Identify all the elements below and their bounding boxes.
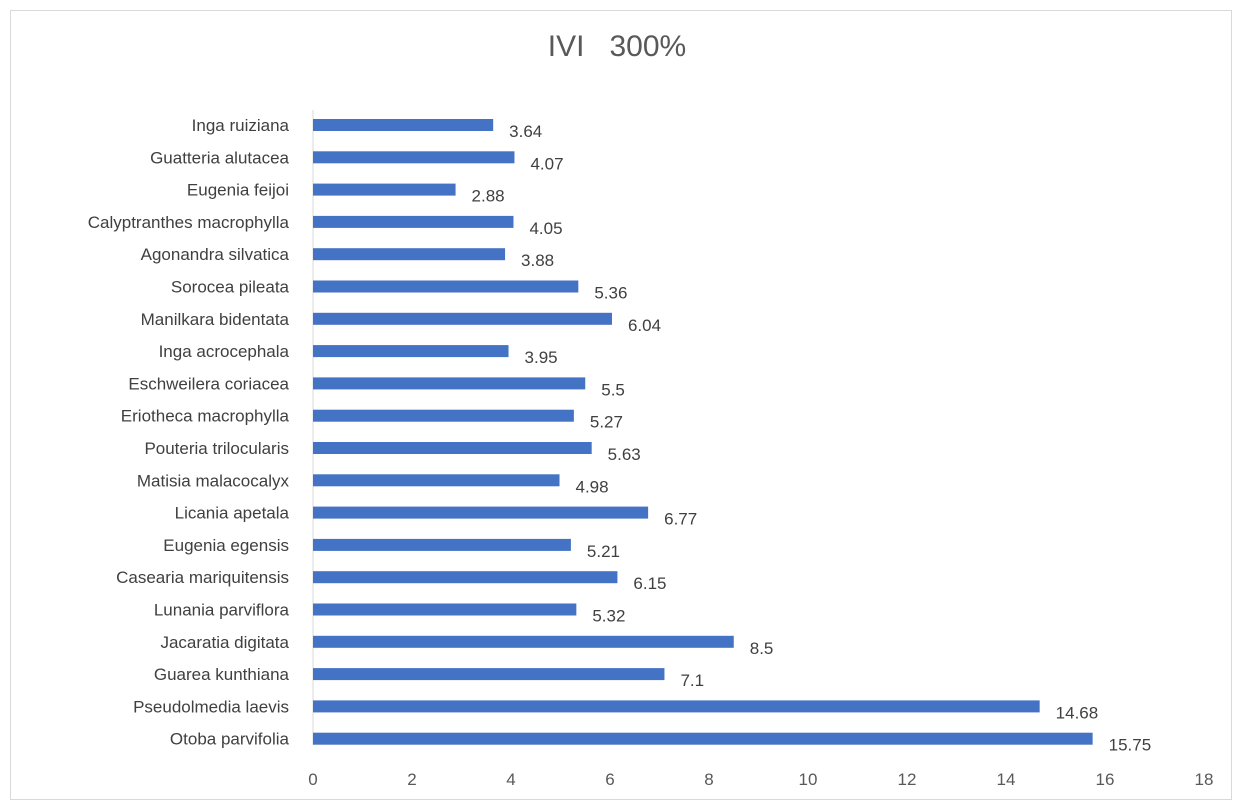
- bar: [313, 119, 494, 131]
- value-label: 5.63: [608, 445, 641, 464]
- x-tick-label: 16: [1096, 770, 1115, 789]
- value-label: 6.04: [628, 316, 661, 335]
- category-label: Eugenia egensis: [163, 536, 289, 555]
- bar: [313, 442, 592, 454]
- bar: [313, 345, 509, 358]
- bar: [313, 668, 665, 681]
- bar: [313, 603, 577, 616]
- x-tick-label: 0: [308, 770, 317, 789]
- value-label: 7.1: [680, 671, 704, 690]
- bar: [313, 215, 514, 228]
- bar: [313, 571, 618, 584]
- value-label: 2.88: [472, 187, 505, 206]
- value-label: 3.88: [521, 251, 554, 270]
- bar: [313, 151, 515, 164]
- category-label: Agonandra silvatica: [141, 245, 290, 264]
- x-tick-label: 12: [898, 770, 917, 789]
- bar: [313, 248, 506, 261]
- value-label: 3.64: [509, 122, 542, 141]
- category-label: Guarea kunthiana: [154, 665, 290, 684]
- category-label: Eugenia feijoi: [187, 181, 289, 200]
- x-tick-label: 18: [1195, 770, 1214, 789]
- value-label: 15.75: [1109, 736, 1152, 755]
- bar: [313, 280, 579, 293]
- value-label: 14.68: [1056, 703, 1099, 722]
- value-label: 5.27: [590, 413, 623, 432]
- chart-title: IVI 300%: [547, 30, 687, 63]
- x-tick-label: 6: [605, 770, 614, 789]
- bar: [313, 474, 560, 487]
- bar: [313, 409, 574, 422]
- category-label: Inga ruiziana: [192, 116, 290, 135]
- category-label: Inga acrocephala: [159, 342, 290, 361]
- category-label: Eriotheca macrophylla: [121, 407, 290, 426]
- value-label: 5.36: [594, 284, 627, 303]
- value-label: 6.77: [664, 510, 697, 529]
- bar: [313, 538, 571, 551]
- value-label: 5.21: [587, 542, 620, 561]
- x-tick-label: 4: [506, 770, 515, 789]
- value-label: 4.05: [529, 219, 562, 238]
- x-tick-label: 14: [997, 770, 1016, 789]
- category-label: Pseudolmedia laevis: [133, 697, 289, 716]
- bar: [313, 312, 612, 325]
- value-label: 5.5: [601, 380, 625, 399]
- category-label: Lunania parviflora: [154, 601, 290, 620]
- value-label: 5.32: [592, 607, 625, 626]
- category-label: Otoba parvifolia: [170, 730, 290, 749]
- bar: [313, 506, 649, 519]
- bar: [313, 732, 1093, 745]
- value-label: 8.5: [750, 639, 774, 658]
- category-label: Eschweilera coriacea: [128, 374, 289, 393]
- category-label: Guatteria alutacea: [150, 148, 289, 167]
- bar: [313, 377, 586, 390]
- value-label: 4.07: [530, 154, 563, 173]
- category-label: Jacaratia digitata: [160, 633, 289, 652]
- x-tick-label: 8: [704, 770, 713, 789]
- bar: [313, 635, 734, 648]
- category-label: Manilkara bidentata: [141, 310, 290, 329]
- category-label: Sorocea pileata: [171, 278, 290, 297]
- value-label: 3.95: [525, 348, 558, 367]
- bar: [313, 700, 1040, 713]
- x-tick-label: 10: [799, 770, 818, 789]
- category-label: Matisia malacocalyx: [137, 471, 290, 490]
- category-label: Licania apetala: [175, 504, 290, 523]
- category-label: Calyptranthes macrophylla: [88, 213, 290, 232]
- value-label: 4.98: [576, 477, 609, 496]
- value-label: 6.15: [633, 574, 666, 593]
- category-label: Casearia mariquitensis: [116, 568, 289, 587]
- x-tick-label: 2: [407, 770, 416, 789]
- bar: [313, 183, 456, 196]
- category-label: Pouteria trilocularis: [144, 439, 289, 458]
